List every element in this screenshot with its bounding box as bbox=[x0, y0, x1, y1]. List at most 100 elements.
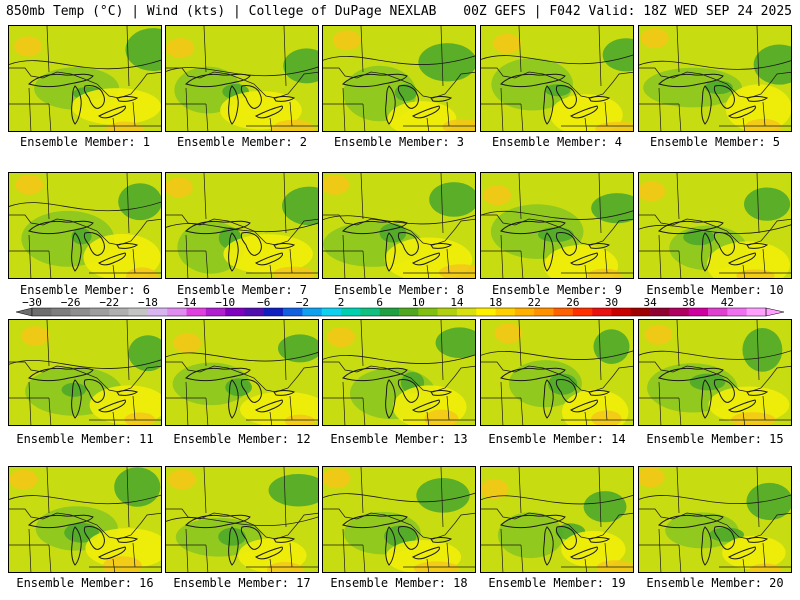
province-borders bbox=[360, 467, 444, 528]
ensemble-map-panel bbox=[165, 25, 319, 132]
lake-superior bbox=[28, 220, 94, 235]
colorbar-segment bbox=[534, 308, 554, 316]
lake-ontario bbox=[116, 96, 139, 102]
temperature-map bbox=[639, 467, 791, 572]
lake-michigan bbox=[543, 232, 554, 272]
ensemble-member-label: Ensemble Member: 11 bbox=[16, 432, 154, 446]
state-borders bbox=[639, 234, 791, 278]
ensemble-member-label: Ensemble Member: 20 bbox=[646, 576, 784, 590]
colorbar-segment bbox=[109, 308, 129, 316]
lake-ontario bbox=[430, 96, 453, 102]
cold-region bbox=[394, 84, 417, 102]
cold-region bbox=[268, 473, 318, 507]
lake-ontario bbox=[746, 537, 769, 543]
lake-ontario bbox=[273, 537, 296, 543]
ensemble-map-panel bbox=[165, 466, 319, 573]
lake-huron bbox=[713, 379, 735, 403]
colorbar-segment bbox=[283, 308, 303, 316]
lake-michigan bbox=[701, 232, 712, 272]
lake-ontario bbox=[588, 243, 611, 249]
colorbar-tick-label: 38 bbox=[682, 296, 695, 309]
isotherm-line bbox=[639, 494, 791, 505]
colorbar-tick-label: −2 bbox=[296, 296, 309, 309]
hot-region bbox=[595, 121, 633, 131]
lake-michigan bbox=[228, 526, 239, 566]
lake-superior bbox=[342, 367, 408, 382]
province-borders bbox=[518, 173, 602, 234]
lake-huron bbox=[713, 232, 735, 256]
hot-region bbox=[492, 33, 521, 54]
hot-region bbox=[14, 36, 43, 57]
lake-michigan bbox=[701, 85, 712, 125]
colorbar-segment bbox=[128, 308, 149, 316]
province-borders bbox=[360, 26, 444, 87]
hot-region bbox=[639, 181, 666, 202]
colorbar-segment bbox=[418, 308, 438, 316]
ensemble-member-label: Ensemble Member: 17 bbox=[173, 576, 311, 590]
hot-region bbox=[168, 469, 197, 490]
province-borders bbox=[676, 320, 760, 381]
lake-superior bbox=[342, 73, 408, 88]
colorbar-tick-label: 6 bbox=[376, 296, 383, 309]
lake-erie bbox=[570, 546, 598, 560]
ensemble-map-panel bbox=[638, 466, 792, 573]
colorbar-tick-label: −10 bbox=[215, 296, 235, 309]
colorbar-tick-label: 14 bbox=[450, 296, 464, 309]
lake-michigan bbox=[543, 85, 554, 125]
cold-region bbox=[218, 527, 246, 546]
state-borders bbox=[323, 381, 475, 425]
lake-michigan bbox=[385, 526, 396, 566]
colorbar-tick-label: 10 bbox=[412, 296, 425, 309]
temperature-map bbox=[9, 320, 161, 425]
cold-region bbox=[379, 223, 407, 243]
temperature-map bbox=[481, 173, 633, 278]
province-borders bbox=[360, 320, 444, 381]
lake-superior bbox=[185, 367, 251, 382]
lake-superior bbox=[500, 514, 566, 529]
cold-region bbox=[283, 48, 318, 84]
lake-ontario bbox=[430, 243, 453, 249]
us-canada-border bbox=[9, 508, 161, 540]
cold-region bbox=[746, 482, 791, 521]
province-borders bbox=[676, 467, 760, 528]
colorbar-segment bbox=[360, 308, 380, 316]
hot-region bbox=[173, 333, 202, 354]
lake-ontario bbox=[746, 96, 769, 102]
hot-region bbox=[15, 174, 44, 195]
cold-region bbox=[583, 491, 627, 523]
lake-erie bbox=[98, 105, 126, 119]
isotherm-line bbox=[9, 59, 161, 70]
lake-superior bbox=[658, 220, 724, 235]
ensemble-member-label: Ensemble Member: 2 bbox=[176, 135, 308, 149]
colorbar-segment bbox=[495, 308, 516, 316]
isotherm-line bbox=[481, 54, 633, 65]
colorbar-left-arrow bbox=[15, 307, 33, 317]
lake-michigan bbox=[701, 379, 712, 419]
lake-erie bbox=[255, 252, 283, 266]
cold-region bbox=[537, 227, 574, 243]
lake-michigan bbox=[701, 526, 712, 566]
cold-region bbox=[114, 467, 161, 507]
hot-region bbox=[166, 37, 195, 58]
ensemble-map-panel bbox=[638, 319, 792, 426]
lake-superior bbox=[342, 220, 408, 235]
colorbar-tick-label: 22 bbox=[528, 296, 541, 309]
province-borders bbox=[518, 467, 602, 528]
ensemble-member-label: Ensemble Member: 18 bbox=[330, 576, 468, 590]
colorbar-outline bbox=[31, 307, 767, 317]
cold-region bbox=[591, 193, 633, 224]
hot-region bbox=[271, 119, 315, 131]
province-borders bbox=[203, 173, 287, 234]
state-borders bbox=[323, 234, 475, 278]
state-borders bbox=[166, 528, 318, 572]
lake-huron bbox=[83, 526, 105, 550]
warm-region bbox=[71, 88, 161, 125]
state-borders bbox=[481, 87, 633, 131]
colorbar-segment bbox=[592, 308, 612, 316]
us-canada-border bbox=[166, 361, 318, 393]
warm-region bbox=[706, 241, 790, 278]
colorbar-segment bbox=[514, 308, 535, 316]
lake-ontario bbox=[588, 537, 611, 543]
lake-superior bbox=[185, 220, 251, 235]
temperature-map bbox=[639, 26, 791, 131]
